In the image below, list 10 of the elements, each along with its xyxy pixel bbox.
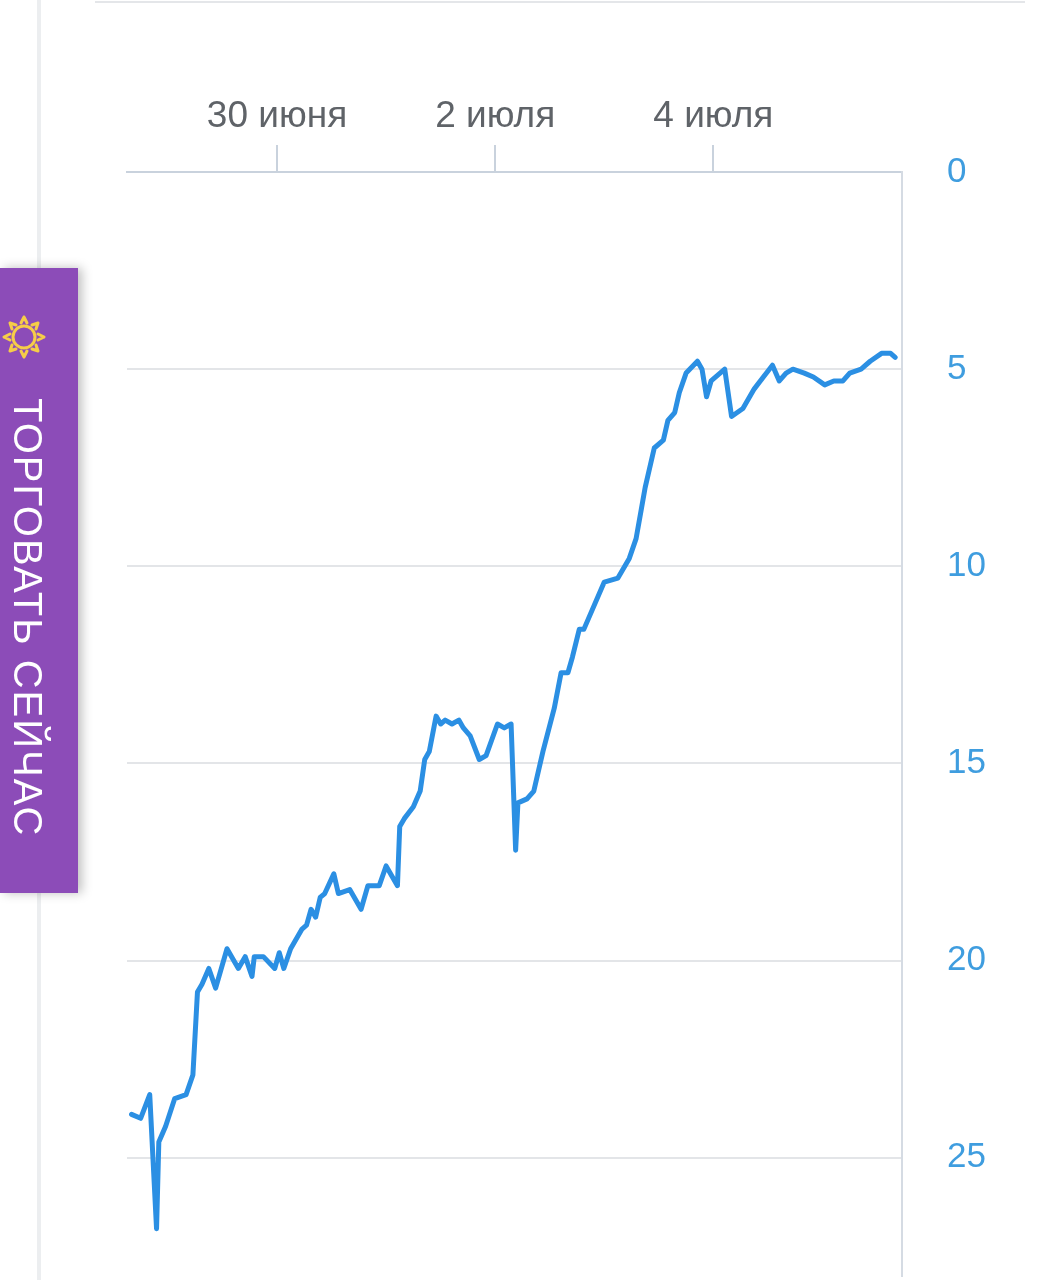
tab-button: ТОРГОВАТЬ СЕЙЧАС [0,268,78,893]
x-tick-label: 30 июня [206,94,348,135]
x-tick-label: 4 июля [653,94,774,135]
x-tick-label: 2 июля [435,94,556,135]
y-tick-label: 25 [947,1135,986,1175]
y-tick-label: 0 [947,149,967,189]
y-tick-label: 5 [947,346,967,386]
y-tick-label: 15 [947,741,986,781]
y-tick-label: 10 [947,543,986,583]
y-tick-label: 20 [947,938,986,978]
